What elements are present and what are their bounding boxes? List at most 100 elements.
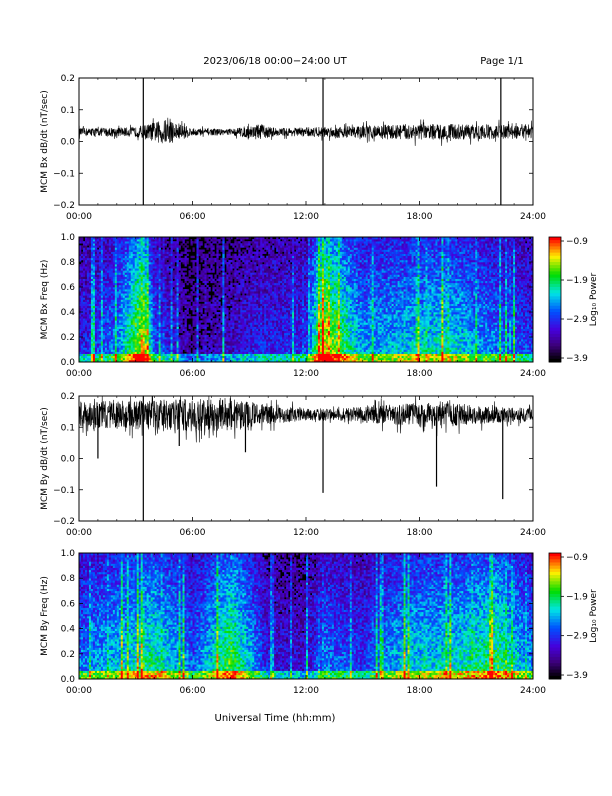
spectrogram-cell xyxy=(135,252,137,254)
spectrogram-cell xyxy=(194,293,196,295)
spectrogram-cell xyxy=(91,252,93,254)
spectrogram-cell xyxy=(145,262,147,264)
spectrogram-cell xyxy=(159,254,161,256)
spectrogram-cell xyxy=(109,350,111,352)
spectrogram-cell xyxy=(224,247,226,249)
spectrogram-cell xyxy=(133,275,135,277)
spectrogram-cell xyxy=(109,268,111,270)
spectrogram-cell xyxy=(175,358,177,360)
spectrogram-cell xyxy=(123,239,125,241)
spectrogram-cell xyxy=(202,331,204,333)
spectrogram-cell xyxy=(127,316,129,318)
spectrogram-cell xyxy=(143,322,145,324)
spectrogram-cell xyxy=(123,250,125,252)
spectrogram-cell xyxy=(131,308,133,310)
spectrogram-cell xyxy=(117,316,119,318)
spectrogram-cell xyxy=(147,258,149,260)
spectrogram-cell xyxy=(157,272,159,274)
spectrogram-cell xyxy=(194,302,196,304)
spectrogram-cell xyxy=(127,310,129,312)
spectrogram-cell xyxy=(135,289,137,291)
spectrogram-cell xyxy=(141,356,143,358)
spectrogram-cell xyxy=(131,345,133,347)
spectrogram-cell xyxy=(91,356,93,358)
spectrogram-cell xyxy=(89,337,91,339)
spectrogram-cell xyxy=(151,318,153,320)
spectrogram-cell xyxy=(157,258,159,260)
spectrogram-cell xyxy=(149,320,151,322)
spectrogram-cell xyxy=(151,331,153,333)
spectrogram-cell xyxy=(163,260,165,262)
spectrogram-cell xyxy=(105,262,107,264)
spectrogram-cell xyxy=(204,341,206,343)
spectrogram-cell xyxy=(179,268,181,270)
spectrogram-cell xyxy=(159,352,161,354)
spectrogram-cell xyxy=(133,341,135,343)
spectrogram-cell xyxy=(121,343,123,345)
spectrogram-cell xyxy=(218,239,220,241)
spectrogram-cell xyxy=(153,256,155,258)
spectrogram-cell xyxy=(127,314,129,316)
spectrogram-cell xyxy=(175,300,177,302)
spectrogram-cell xyxy=(175,350,177,352)
spectrogram-cell xyxy=(228,331,230,333)
spectrogram-cell xyxy=(133,241,135,243)
spectrogram-cell xyxy=(123,356,125,358)
spectrogram-cell xyxy=(127,258,129,260)
spectrogram-cell xyxy=(89,312,91,314)
spectrogram-cell xyxy=(99,262,101,264)
spectrogram-cell xyxy=(187,350,189,352)
spectrogram-cell xyxy=(131,358,133,360)
spectrogram-cell xyxy=(149,358,151,360)
spectrogram-cell xyxy=(206,358,208,360)
spectrogram-cell xyxy=(95,337,97,339)
spectrogram-cell xyxy=(123,277,125,279)
spectrogram-cell xyxy=(117,247,119,249)
spectrogram-cell xyxy=(173,260,175,262)
spectrogram-cell xyxy=(107,277,109,279)
spectrogram-cell xyxy=(196,354,198,356)
spectrogram-cell xyxy=(169,254,171,256)
spectrogram-cell xyxy=(181,300,183,302)
spectrogram-cell xyxy=(179,356,181,358)
spectrogram-cell xyxy=(181,341,183,343)
spectrogram-cell xyxy=(107,300,109,302)
spectrogram-cell xyxy=(131,350,133,352)
spectrogram-cell xyxy=(93,339,95,341)
spectrogram-cell xyxy=(101,358,103,360)
spectrogram-cell xyxy=(214,293,216,295)
spectrogram-cell xyxy=(141,270,143,272)
spectrogram-cell xyxy=(137,339,139,341)
spectrogram-cell xyxy=(109,302,111,304)
spectrogram-cell xyxy=(177,306,179,308)
spectrogram-cell xyxy=(127,283,129,285)
spectrogram-cell xyxy=(226,241,228,243)
spectrogram-cell xyxy=(173,247,175,249)
spectrogram-cell xyxy=(218,322,220,324)
spectrogram-cell xyxy=(145,260,147,262)
spectrogram-cell xyxy=(107,270,109,272)
spectrogram-cell xyxy=(135,281,137,283)
spectrogram-cell xyxy=(165,304,167,306)
spectrogram-cell xyxy=(198,277,200,279)
spectrogram-cell xyxy=(191,295,193,297)
spectrogram-cell xyxy=(191,331,193,333)
spectrogram-cell xyxy=(175,310,177,312)
spectrogram-cell xyxy=(191,300,193,302)
spectrogram-cell xyxy=(139,333,141,335)
spectrogram-cell xyxy=(139,250,141,252)
spectrogram-cell xyxy=(97,322,99,324)
spectrogram-cell xyxy=(155,254,157,256)
spectrogram-cell xyxy=(93,260,95,262)
spectrogram-cell xyxy=(230,325,232,327)
spectrogram-cell xyxy=(93,337,95,339)
spectrogram-cell xyxy=(185,300,187,302)
spectrogram-cell xyxy=(95,254,97,256)
spectrogram-cell xyxy=(141,277,143,279)
spectrogram-cell xyxy=(220,341,222,343)
spectrogram-cell xyxy=(101,354,103,356)
spectrogram-cell xyxy=(107,335,109,337)
spectrogram-cell xyxy=(165,318,167,320)
spectrogram-cell xyxy=(230,320,232,322)
spectrogram-cell xyxy=(95,300,97,302)
